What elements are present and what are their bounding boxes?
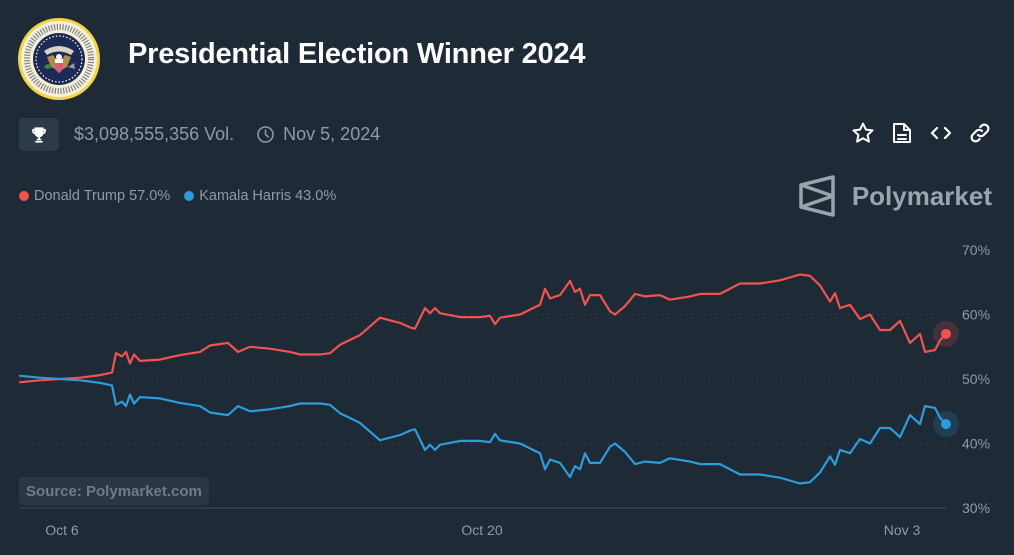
trophy-button[interactable] [19, 118, 59, 151]
polymarket-brand: Polymarket [798, 175, 992, 217]
link-icon [970, 123, 989, 142]
chart-legend: Donald Trump 57.0% Kamala Harris 43.0% [19, 188, 350, 204]
header [17, 17, 101, 101]
end-date: Nov 5, 2024 [256, 124, 380, 145]
clock-icon [257, 126, 274, 143]
document-icon [892, 122, 911, 143]
copy-link-button[interactable] [967, 120, 992, 145]
brand-name: Polymarket [851, 180, 992, 211]
trophy-icon [32, 126, 46, 143]
y-tick-label: 40% [962, 436, 990, 452]
legend-item-trump: Donald Trump 57.0% [19, 188, 170, 204]
y-tick-label: 30% [962, 500, 990, 516]
end-date-text: Nov 5, 2024 [283, 124, 381, 144]
market-meta: $3,098,555,356 Vol. Nov 5, 2024 [19, 118, 380, 151]
star-icon [852, 122, 873, 143]
x-tick-label: Nov 3 [884, 522, 921, 538]
volume-text: $3,098,555,356 Vol. [74, 124, 235, 144]
favorite-button[interactable] [850, 120, 875, 145]
x-tick-label: Oct 6 [45, 522, 79, 538]
polymarket-logo-icon [799, 175, 835, 217]
legend-label-trump: Donald Trump 57.0% [34, 188, 171, 204]
trump-dot-icon [19, 191, 29, 201]
y-tick-label: 60% [962, 307, 990, 323]
presidential-seal-icon [18, 18, 100, 100]
legend-label-harris: Kamala Harris 43.0% [199, 188, 337, 204]
price-chart[interactable]: 70% 60% 50% 40% 30% Oct 6 Oct 20 Nov 3 [0, 230, 1014, 555]
harris-dot-icon [184, 191, 195, 201]
y-tick-label: 70% [962, 242, 990, 258]
page-title: Presidential Election Winner 2024 [128, 38, 586, 70]
endpoint-dot[interactable] [941, 328, 951, 339]
series-line-kamala-harris [18, 374, 948, 485]
y-tick-label: 50% [962, 371, 990, 387]
source-label: Source: Polymarket.com [19, 477, 209, 505]
x-tick-label: Oct 20 [461, 522, 502, 538]
legend-item-harris: Kamala Harris 43.0% [184, 188, 336, 204]
series-line-donald-trump [18, 273, 948, 384]
rules-button[interactable] [889, 120, 914, 145]
action-bar [850, 120, 992, 145]
code-icon [930, 126, 951, 139]
endpoint-dot[interactable] [941, 419, 951, 430]
embed-button[interactable] [928, 120, 953, 145]
